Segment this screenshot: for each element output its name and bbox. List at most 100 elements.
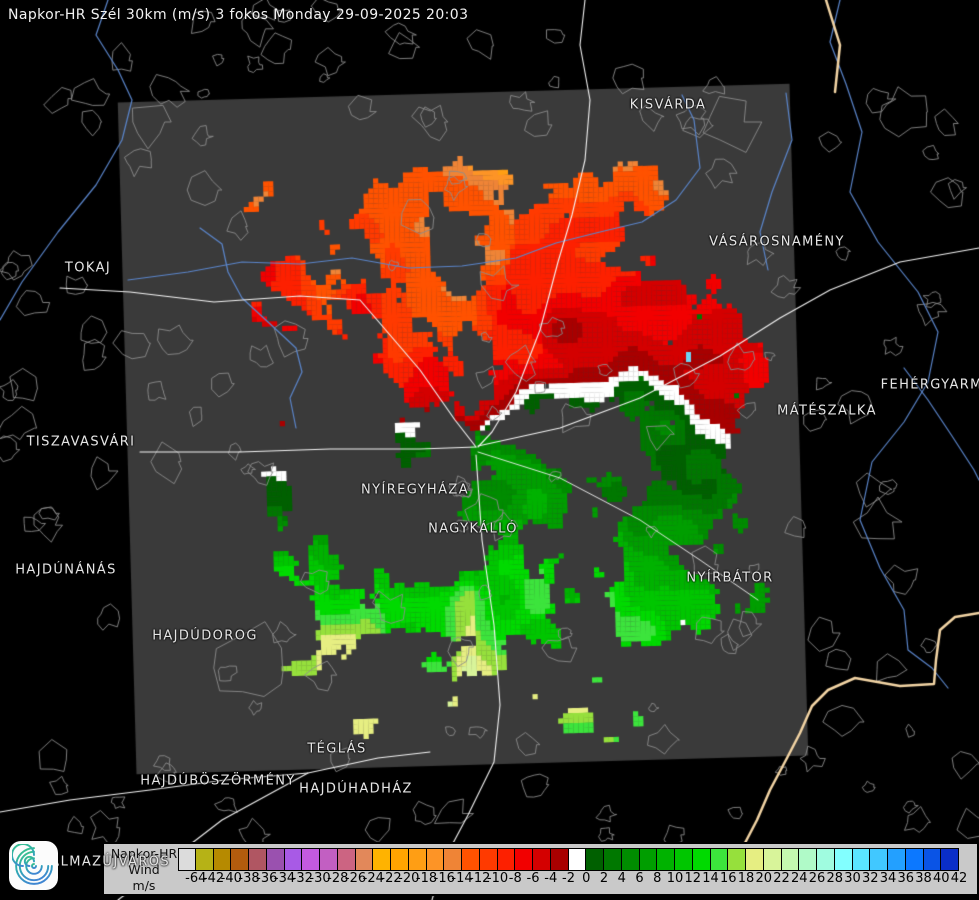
legend-color-cell [178,848,196,871]
legend-tick-label: -30 [309,871,331,886]
legend-color-cell [568,848,587,871]
legend-tick-label: -10 [486,871,509,886]
legend-tick-label: -26 [344,871,367,886]
legend-tick-label: -36 [256,871,278,886]
legend-color-cell [337,848,356,871]
legend-tick-label: 18 [737,871,755,886]
legend-color-cell [195,848,214,871]
city-label: FEHÉRGYARMAT [880,377,979,393]
legend-tick-label: 10 [666,871,684,886]
legend-color-cell [284,848,303,871]
legend-color-cell [639,848,658,871]
legend-color-cell [444,848,462,871]
legend-color-cell [586,848,604,871]
legend-color-cell [817,848,835,871]
legend-tick-label: -16 [433,871,455,886]
legend-product-label: Napkor-HR [110,846,178,861]
city-label: HAJDÚHADHÁZ [299,781,413,797]
legend-color-cell [781,848,800,871]
legend-tick-label: -42 [202,871,225,886]
legend-color-cell [373,848,391,871]
legend-color-cell [870,848,888,871]
city-label: TOKAJ [64,260,112,276]
legend-tick-label: 38 [915,871,932,886]
legend-tick-label: -24 [362,871,384,886]
legend-color-cell [550,848,569,871]
city-label: MÁTÉSZALKA [777,403,877,419]
city-label: HAJDÚBÖSZÖRMÉNY [140,773,296,789]
legend-color-cell [515,848,533,871]
legend-color-cell [746,848,764,871]
legend-color-cell [923,848,942,871]
spiral-logo-icon [11,843,53,885]
legend-color-cell [888,848,906,871]
city-label: HAJDÚDOROG [152,628,258,644]
legend-tick-label: 28 [826,871,844,886]
legend-tick-label: 6 [635,871,644,886]
legend-tick-label: 22 [773,871,790,886]
legend-tick-label: 26 [808,871,826,886]
legend-tick-label: -4 [544,871,558,886]
legend-tick-label: 36 [897,871,915,886]
legend-tick-label: -40 [220,871,242,886]
legend-tick-label: -8 [508,871,522,886]
legend-color-cell [710,848,729,871]
legend-tick-label: 40 [932,871,950,886]
legend-unit-label: m/s [132,878,156,893]
legend-tick-label: 16 [719,871,737,886]
legend-color-cell [355,848,374,871]
legend-tick-label: 42 [950,871,968,886]
legend-color-cell [728,848,746,871]
legend-tick-label: 14 [702,871,719,886]
legend-color-cell [320,848,338,871]
app-logo [9,841,58,890]
legend-tick-label: 34 [879,871,897,886]
legend-color-cell [408,848,427,871]
legend-tick-label: -14 [451,871,473,886]
city-label: TISZAVASVÁRI [26,434,136,450]
legend-tick-labels: -64 -42 -40 -38 -36 -34 -32 -30 -28 -26 -24 -22 -20-… [178,871,978,889]
legend-variable-label: Wind [128,862,160,877]
legend-tick-label: 24 [790,871,808,886]
legend-tick-label: -2 [562,871,575,886]
legend-panel: Napkor-HR Wind m/s -64 -42 -40 -38 -36 -34 -32… [102,842,979,896]
legend-tick-label: -22 [380,871,402,886]
legend-tick-label: -20 [398,871,420,886]
legend-color-cell [941,848,959,871]
legend-tick-label: -18 [415,871,438,886]
legend-color-cell [462,848,480,871]
legend-color-cell [905,848,924,871]
legend-color-cell [763,848,782,871]
legend-tick-label: -28 [327,871,349,886]
legend-colorbar [178,848,959,871]
legend-tick-label: 32 [861,871,879,886]
legend-color-cell [213,848,232,871]
legend-tick-label: -64 [185,871,207,886]
legend-tick-label: 0 [582,871,591,886]
legend-tick-label: 2 [599,871,609,886]
legend-color-cell [391,848,409,871]
city-label: BALMAZÚJVÁROS [39,854,171,870]
legend-color-cell [604,848,622,871]
legend-color-cell [302,848,320,871]
city-label: NYÍRBÁTOR [686,570,774,586]
legend-tick-label: 4 [617,871,626,886]
legend-color-cell [675,848,693,871]
legend-color-cell [799,848,817,871]
city-label: HAJDÚNÁNÁS [15,562,117,578]
legend-color-cell [834,848,853,871]
legend-color-cell [479,848,498,871]
legend-color-cell [249,848,267,871]
legend-color-cell [231,848,249,871]
legend-color-cell [533,848,551,871]
city-label: TÉGLÁS [307,741,367,757]
legend-tick-label: 8 [653,871,662,886]
legend-color-cell [692,848,711,871]
legend-tick-label: -32 [291,871,313,886]
city-label: NYÍREGYHÁZA [361,482,469,498]
legend-tick-label: -6 [526,871,540,886]
legend-color-cell [266,848,285,871]
